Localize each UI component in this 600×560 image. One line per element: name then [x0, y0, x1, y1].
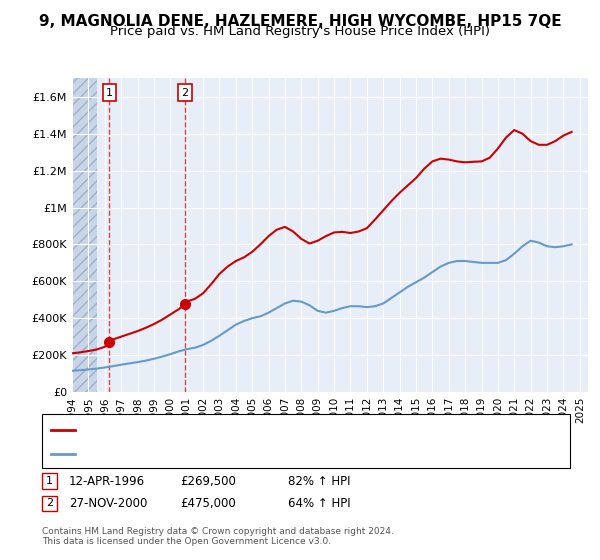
Text: 82% ↑ HPI: 82% ↑ HPI [288, 474, 350, 488]
Text: £475,000: £475,000 [180, 497, 236, 510]
Text: 9, MAGNOLIA DENE, HAZLEMERE, HIGH WYCOMBE, HP15 7QE (detached house): 9, MAGNOLIA DENE, HAZLEMERE, HIGH WYCOMB… [79, 424, 494, 435]
Text: £269,500: £269,500 [180, 474, 236, 488]
Text: 2: 2 [181, 88, 188, 98]
Text: Contains HM Land Registry data © Crown copyright and database right 2024.
This d: Contains HM Land Registry data © Crown c… [42, 526, 394, 546]
Text: 12-APR-1996: 12-APR-1996 [69, 474, 145, 488]
Text: HPI: Average price, detached house, Buckinghamshire: HPI: Average price, detached house, Buck… [79, 449, 362, 459]
Text: 64% ↑ HPI: 64% ↑ HPI [288, 497, 350, 510]
Text: 9, MAGNOLIA DENE, HAZLEMERE, HIGH WYCOMBE, HP15 7QE: 9, MAGNOLIA DENE, HAZLEMERE, HIGH WYCOMB… [38, 14, 562, 29]
Text: Price paid vs. HM Land Registry's House Price Index (HPI): Price paid vs. HM Land Registry's House … [110, 25, 490, 38]
Text: 1: 1 [46, 476, 53, 486]
Text: 27-NOV-2000: 27-NOV-2000 [69, 497, 148, 510]
Bar [72, 78, 97, 392]
Text: 2: 2 [46, 498, 53, 508]
Text: 1: 1 [106, 88, 113, 98]
